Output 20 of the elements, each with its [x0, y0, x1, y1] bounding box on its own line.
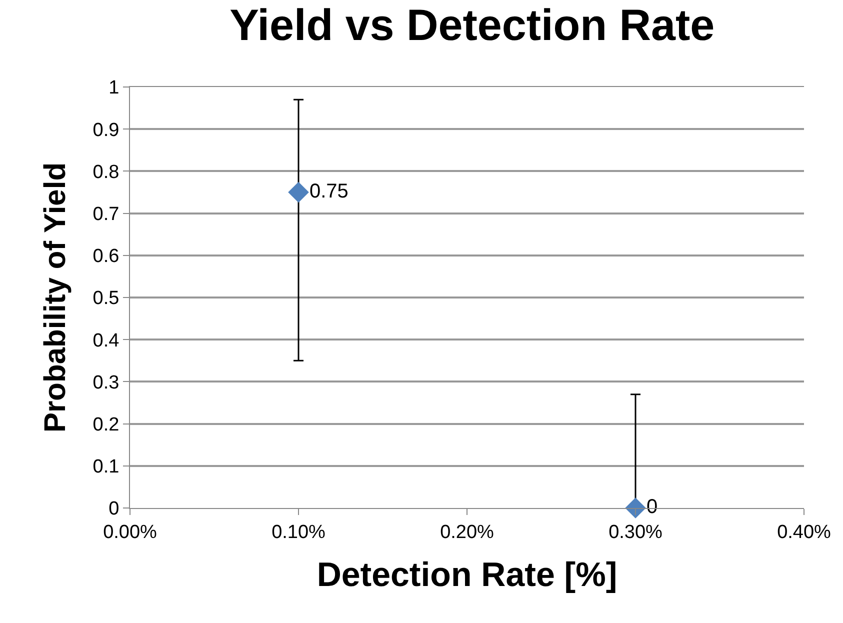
y-tick-label: 0.8	[92, 162, 120, 183]
y-tick-label: 0	[108, 498, 120, 520]
y-tick-label: 1	[108, 78, 120, 99]
y-axis-title: Probability of Yield	[38, 162, 72, 433]
x-tick-label: 0.40%	[777, 522, 832, 543]
y-tick-label: 0.6	[92, 246, 120, 268]
x-axis-title: Detection Rate [%]	[316, 556, 618, 594]
data-label: 0.75	[310, 180, 348, 202]
y-tick-label: 0.3	[92, 372, 120, 394]
y-tick-label: 0.2	[92, 414, 120, 436]
x-tick-label: 0.10%	[272, 522, 326, 543]
y-tick-label: 0.9	[92, 120, 120, 141]
x-tick-label: 0.00%	[103, 522, 158, 543]
chart-title: Yield vs Detection Rate	[230, 1, 715, 50]
y-tick-label: 0.7	[92, 204, 120, 225]
x-tick-label: 0.20%	[440, 522, 494, 543]
x-tick-label: 0.30%	[608, 522, 663, 543]
y-tick-label: 0.1	[92, 456, 120, 478]
y-tick-label: 0.5	[92, 288, 120, 310]
y-tick-label: 0.4	[92, 330, 120, 352]
